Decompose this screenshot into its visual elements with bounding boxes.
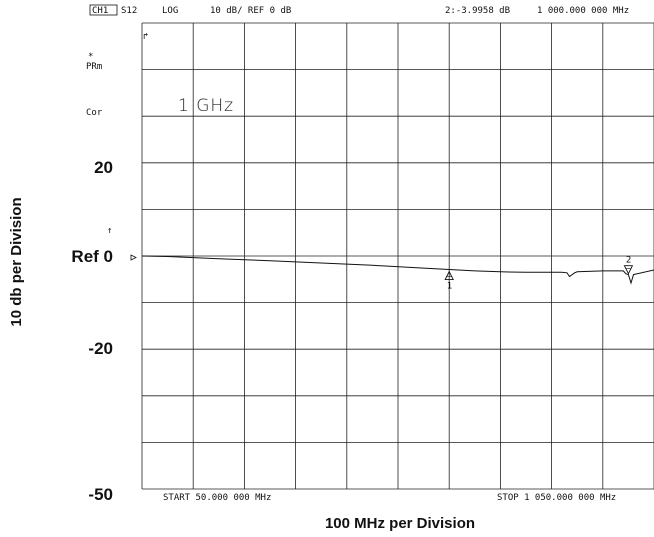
y-tick-labels: 20 Ref 0 -20 -50 <box>71 158 113 504</box>
marker-number: 2 <box>626 256 631 266</box>
marker-1: 1 <box>444 270 454 292</box>
y-tick-label: Ref 0 <box>71 247 113 266</box>
cor-label: Cor <box>86 108 103 118</box>
scale-label: 10 dB/ REF 0 dB <box>210 6 291 16</box>
frequency-annotation: 1 GHz <box>178 96 234 116</box>
star-label: * <box>88 52 93 62</box>
channel-box <box>89 4 118 16</box>
x-axis-title: 100 MHz per Division <box>325 515 475 532</box>
marker-triangle <box>444 270 454 280</box>
marker-triangle <box>623 265 634 275</box>
reference-arrow-icon: ↑ <box>107 226 112 236</box>
sweep-indicator-icon: ↱ <box>143 32 148 42</box>
chart-grid <box>141 22 654 490</box>
y-tick-label: -20 <box>88 339 113 358</box>
y-tick-label: -50 <box>88 485 113 504</box>
reference-pointer-icon <box>130 254 137 261</box>
start-frequency: START 50.000 000 MHz <box>163 493 271 503</box>
marker-readout: 2:-3.9958 dB <box>445 6 510 16</box>
marker-2: 2 <box>623 256 634 275</box>
y-tick-label: 20 <box>94 158 113 177</box>
stop-frequency: STOP 1 050.000 000 MHz <box>497 493 616 503</box>
parameter-label: S12 <box>121 6 137 16</box>
prm-label: PRm <box>86 62 102 72</box>
trace-group <box>141 255 654 285</box>
format-label: LOG <box>162 6 178 16</box>
marker-frequency: 1 000.000 000 MHz <box>537 6 629 16</box>
y-axis-title: 10 db per Division <box>8 197 25 326</box>
trace-line <box>141 255 654 285</box>
marker-number: 1 <box>447 282 452 292</box>
marker-group: 12 <box>444 256 634 292</box>
channel-label: CH1 <box>92 6 108 16</box>
